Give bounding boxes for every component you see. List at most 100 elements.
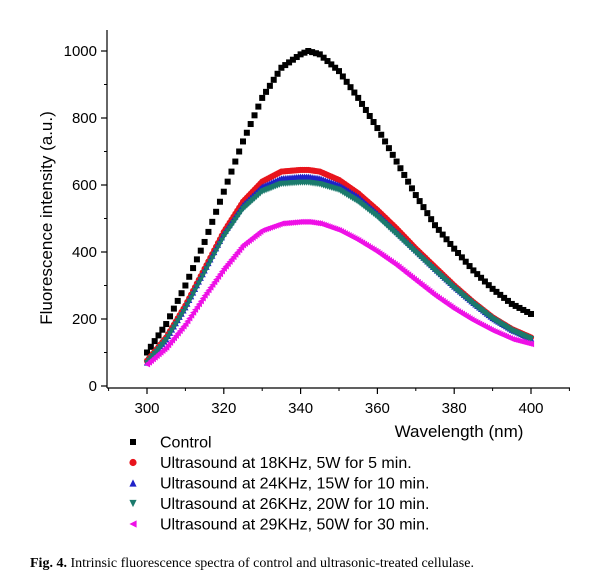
data-point (270, 76, 277, 83)
data-point (163, 321, 170, 328)
caption-text: Intrinsic fluorescence spectra of contro… (70, 556, 474, 571)
data-point (201, 238, 208, 245)
data-point (274, 70, 281, 77)
figure-caption: Fig. 4. Intrinsic fluorescence spectra o… (30, 556, 590, 572)
data-point (243, 129, 250, 136)
data-point (240, 138, 246, 145)
data-point (197, 247, 204, 254)
data-point (512, 302, 519, 309)
data-point (451, 245, 458, 252)
data-point (516, 304, 523, 311)
data-point (370, 119, 377, 126)
data-point (493, 288, 500, 295)
data-point (470, 267, 477, 274)
data-point (385, 145, 392, 152)
data-point (527, 336, 535, 343)
data-point (439, 231, 446, 238)
caption-label: Fig. 4. (30, 556, 67, 571)
data-point (159, 326, 166, 333)
data-point (374, 125, 381, 132)
data-point (508, 300, 515, 307)
data-point (266, 82, 273, 89)
data-point (170, 305, 177, 312)
data-point (447, 240, 454, 247)
data-point (504, 297, 511, 304)
data-point (174, 297, 181, 304)
data-point (524, 308, 531, 315)
data-point (167, 313, 174, 320)
data-point (408, 185, 415, 192)
legend-item: Ultrasound at 24KHz, 15W for 10 min. (129, 476, 429, 493)
y-axis-label: Fluorescence intensity (a.u.) (37, 111, 56, 325)
series-1 (144, 48, 534, 356)
data-point (220, 188, 227, 195)
data-point (205, 228, 212, 235)
series-4 (143, 179, 535, 367)
legend-marker (129, 479, 137, 487)
data-point (401, 171, 408, 178)
data-point (224, 178, 231, 185)
x-tick-label: 320 (211, 400, 236, 417)
data-point (339, 73, 346, 80)
data-point (527, 341, 535, 348)
data-point (147, 343, 154, 350)
data-point (282, 62, 289, 69)
legend-marker (129, 458, 137, 467)
data-point (378, 131, 385, 138)
data-point (481, 278, 488, 285)
data-point (474, 271, 481, 278)
data-point (478, 274, 485, 281)
data-point (389, 151, 396, 158)
data-point (462, 258, 469, 265)
ticks: 300 320 340 360 380 400 0 200 400 600 800 1000 (64, 43, 570, 417)
data-point (420, 204, 427, 211)
data-point (251, 112, 258, 119)
legend-item: Ultrasound at 26KHz, 20W for 10 min. (129, 496, 429, 513)
data-point (336, 68, 342, 75)
data-point (489, 285, 496, 292)
data-point (297, 51, 304, 58)
legend-item: Control (130, 435, 212, 452)
legend-marker (129, 520, 137, 528)
legend-marker (129, 499, 137, 508)
data-point (466, 263, 473, 270)
data-point (178, 290, 185, 297)
series-5 (143, 218, 535, 368)
data-point (151, 338, 158, 345)
data-point (312, 50, 319, 57)
data-point (213, 208, 220, 215)
y-tick-label: 600 (72, 177, 97, 194)
legend-item: Ultrasound at 29KHz, 50W for 30 min. (129, 517, 429, 534)
data-point (424, 210, 431, 217)
data-point (182, 282, 189, 289)
data-point (144, 349, 150, 356)
data-point (501, 294, 508, 301)
data-point (316, 51, 323, 58)
y-tick-label: 800 (72, 110, 97, 127)
data-point (412, 192, 419, 199)
data-point (155, 332, 162, 339)
x-tick-label: 300 (134, 400, 159, 417)
data-point (332, 64, 339, 71)
legend-item: Ultrasound at 18KHz, 5W for 5 min. (129, 455, 412, 472)
data-point (355, 94, 362, 101)
x-tick-label: 400 (518, 400, 543, 417)
data-point (432, 222, 438, 229)
x-axis-label: Wavelength (nm) (395, 422, 524, 441)
data-point (328, 61, 335, 68)
y-tick-label: 200 (72, 311, 97, 328)
data-point (366, 112, 373, 119)
data-point (347, 84, 354, 91)
legend-label: Ultrasound at 29KHz, 50W for 30 min. (160, 517, 429, 534)
data-point (393, 158, 400, 165)
data-point (293, 54, 300, 61)
data-point (247, 121, 254, 128)
data-point (193, 256, 200, 263)
y-tick-label: 1000 (64, 43, 97, 60)
legend-label: Ultrasound at 24KHz, 15W for 10 min. (160, 476, 429, 493)
data-point (190, 265, 197, 272)
legend-marker (130, 439, 136, 445)
data-point (497, 291, 504, 298)
data-point (305, 48, 312, 54)
